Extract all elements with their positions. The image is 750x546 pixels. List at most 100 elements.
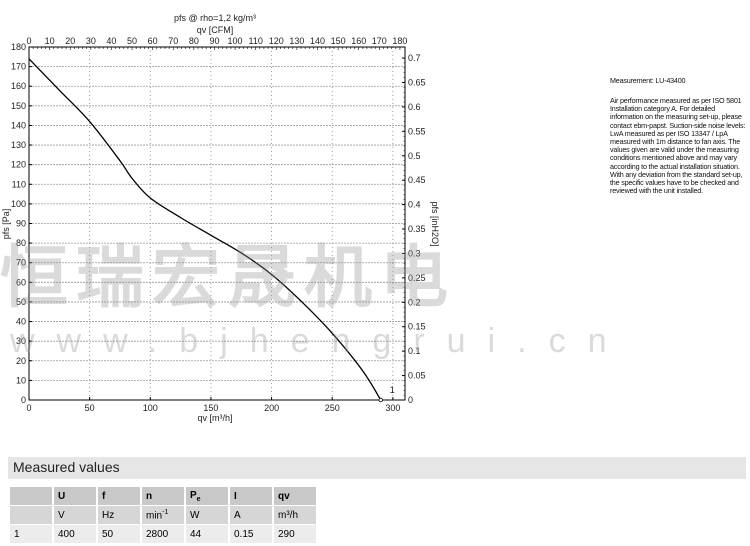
unit-cell: min-1 (142, 506, 184, 524)
x-tick-label: 250 (325, 403, 340, 413)
x2-tick-label: 180 (392, 36, 407, 46)
data-cell: 0.15 (230, 525, 272, 543)
y2-tick-label: 0.65 (408, 77, 426, 87)
header-cell: n (142, 487, 184, 505)
measurement-note: Air performance measured as per ISO 5801… (610, 96, 746, 196)
y2-tick-label: 0.7 (408, 53, 421, 63)
y-tick-label: 80 (16, 238, 26, 248)
y2-tick-label: 0.2 (408, 297, 421, 307)
y-tick-label: 180 (11, 42, 26, 52)
y2-tick-label: 0.35 (408, 224, 426, 234)
x2-tick-label: 90 (209, 36, 219, 46)
series-line (28, 58, 382, 401)
y-tick-label: 140 (11, 120, 26, 130)
x-axis-label: qv [m³/h] (197, 413, 232, 423)
operating-point (378, 397, 383, 403)
header-text: P (190, 489, 197, 501)
x-tick-label: 50 (85, 403, 95, 413)
table-header-row: U f n Pe I qv (10, 487, 316, 505)
x2-tick-label: 0 (26, 36, 31, 46)
x2-tick-label: 10 (45, 36, 55, 46)
unit-cell: m³/h (274, 506, 316, 524)
unit-cell (10, 506, 52, 524)
y-tick-label: 110 (12, 179, 26, 189)
table-units-row: V Hz min-1 W A m³/h (10, 506, 316, 524)
x2-tick-label: 40 (106, 36, 116, 46)
y-tick-label: 100 (11, 199, 26, 209)
y-tick-label: 50 (16, 297, 26, 307)
x2-tick-label: 60 (148, 36, 158, 46)
measured-values-table: U f n Pe I qv V Hz min-1 W A m³/h 1 400 … (8, 486, 318, 544)
header-cell: f (98, 487, 140, 505)
y-tick-label: 30 (16, 336, 26, 346)
data-cell: 50 (98, 525, 140, 543)
y-tick-label: 20 (16, 356, 26, 366)
unit-cell: A (230, 506, 272, 524)
x2-tick-label: 30 (86, 36, 96, 46)
x2-tick-label: 130 (289, 36, 304, 46)
data-cell: 400 (54, 525, 96, 543)
x2-tick-label: 120 (269, 36, 284, 46)
x2-tick-label: 80 (189, 36, 199, 46)
x-tick-label: 100 (143, 403, 158, 413)
unit-cell: Hz (98, 506, 140, 524)
data-cell: 2800 (142, 525, 184, 543)
x-tick-label: 0 (26, 403, 31, 413)
x2-tick-label: 50 (127, 36, 137, 46)
x2-tick-label: 160 (351, 36, 366, 46)
header-cell: I (230, 487, 272, 505)
y2-tick-label: 0 (408, 395, 413, 405)
x2-tick-label: 140 (310, 36, 325, 46)
x2-axis-label: qv [CFM] (197, 25, 234, 35)
y-tick-label: 150 (11, 101, 26, 111)
x2-tick-label: 150 (331, 36, 346, 46)
y2-axis-label: pfs [inH2O] (430, 201, 440, 246)
y-tick-label: 130 (11, 140, 26, 150)
y-tick-label: 60 (16, 277, 26, 287)
y2-tick-label: 0.4 (408, 200, 421, 210)
y-tick-label: 40 (16, 317, 26, 327)
y2-tick-label: 0.05 (408, 371, 426, 381)
y-tick-label: 70 (16, 258, 26, 268)
header-cell: Pe (186, 487, 228, 505)
x-tick-label: 300 (385, 403, 400, 413)
data-cell: 1 (10, 525, 52, 543)
y2-tick-label: 0.45 (408, 175, 426, 185)
measured-values-title: Measured values (13, 459, 120, 475)
y2-tick-label: 0.5 (408, 151, 421, 161)
y2-tick-label: 0.55 (408, 126, 426, 136)
header-cell: U (54, 487, 96, 505)
measurement-id: Measurement: LU-43400 (610, 76, 686, 85)
fan-curve-chart: 0102030405060708090100110120130140150160… (1, 13, 440, 423)
measured-values-header: Measured values (8, 457, 746, 479)
y-tick-label: 0 (21, 395, 26, 405)
x2-tick-label: 70 (168, 36, 178, 46)
y-tick-label: 170 (11, 62, 26, 72)
unit-text: min (146, 510, 163, 522)
y-tick-label: 10 (16, 375, 26, 385)
unit-cell: W (186, 506, 228, 524)
x-tick-label: 200 (264, 403, 279, 413)
chart-title: pfs @ rho=1,2 kg/m³ (174, 13, 256, 23)
series-label: 1 (390, 385, 395, 395)
y-tick-label: 160 (11, 81, 26, 91)
y-axis-label: pfs [Pa] (1, 209, 11, 240)
y2-tick-label: 0.25 (408, 273, 426, 283)
unit-sup: -1 (162, 508, 169, 516)
x2-tick-label: 170 (372, 36, 387, 46)
y2-tick-label: 0.3 (408, 248, 421, 258)
unit-cell: V (54, 506, 96, 524)
x-tick-label: 150 (203, 403, 218, 413)
y2-tick-label: 0.6 (408, 102, 421, 112)
header-cell: qv (274, 487, 316, 505)
data-cell: 44 (186, 525, 228, 543)
y2-tick-label: 0.15 (408, 322, 426, 332)
header-cell (10, 487, 52, 505)
data-cell: 290 (274, 525, 316, 543)
x2-tick-label: 110 (248, 36, 262, 46)
y2-tick-label: 0.1 (408, 346, 421, 356)
x2-tick-label: 100 (228, 36, 243, 46)
header-sub: e (196, 495, 201, 503)
table-row: 1 400 50 2800 44 0.15 290 (10, 525, 316, 543)
y-tick-label: 120 (11, 160, 26, 170)
